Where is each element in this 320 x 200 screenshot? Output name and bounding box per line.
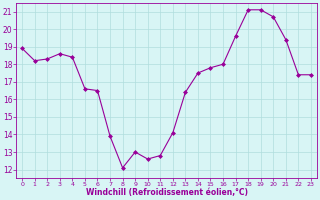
X-axis label: Windchill (Refroidissement éolien,°C): Windchill (Refroidissement éolien,°C) xyxy=(85,188,248,197)
